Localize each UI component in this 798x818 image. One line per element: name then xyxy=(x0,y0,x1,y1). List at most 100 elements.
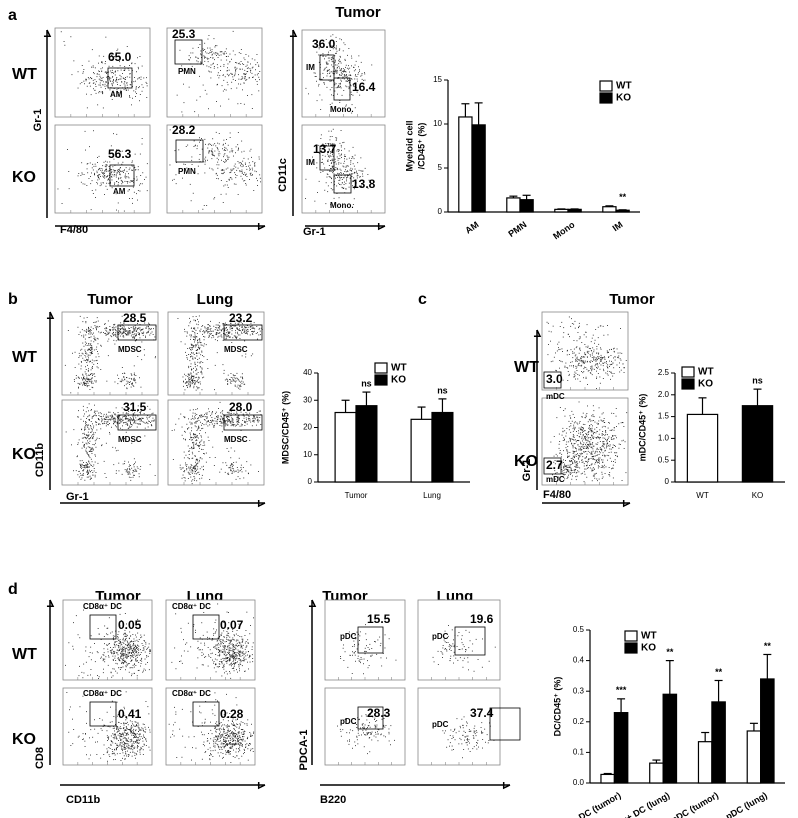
flow-dot xyxy=(241,469,242,470)
flow-dot xyxy=(241,61,242,62)
flow-dot xyxy=(193,193,194,194)
flow-dot xyxy=(131,477,132,478)
flow-dot xyxy=(188,472,189,473)
flow-dot xyxy=(216,101,217,102)
flow-dot xyxy=(203,445,204,446)
flow-dot xyxy=(259,79,260,80)
flow-dot xyxy=(212,55,213,56)
flow-dot xyxy=(607,366,608,367)
flow-dot xyxy=(146,328,147,329)
flow-dot xyxy=(236,62,237,63)
flow-dot xyxy=(93,328,94,329)
flow-dot xyxy=(185,478,186,479)
flow-dot xyxy=(106,422,107,423)
flow-dot xyxy=(106,72,107,73)
flow-dot xyxy=(331,178,332,179)
flow-dot xyxy=(78,357,79,358)
flow-dot xyxy=(100,83,101,84)
flow-dot xyxy=(226,336,227,337)
axis-label: CD11c xyxy=(277,158,289,192)
flow-dot xyxy=(219,155,220,156)
flow-dot xyxy=(92,347,93,348)
flow-dot xyxy=(247,421,248,422)
flow-dot xyxy=(577,370,578,371)
flow-dot xyxy=(241,176,242,177)
flow-dot xyxy=(207,59,208,60)
flow-dot xyxy=(193,378,194,379)
flow-dot xyxy=(113,133,114,134)
flow-dot xyxy=(93,88,94,89)
flow-dot xyxy=(567,446,568,447)
flow-dot xyxy=(231,88,232,89)
flow-dot xyxy=(232,337,233,338)
flow-dot xyxy=(233,169,234,170)
flow-dot xyxy=(598,421,599,422)
flow-dot xyxy=(611,364,612,365)
flow-dot xyxy=(106,327,107,328)
flow-dot xyxy=(579,349,580,350)
flow-dot xyxy=(85,450,86,451)
flow-dot xyxy=(588,351,589,352)
flow-dot xyxy=(567,478,568,479)
flow-dot xyxy=(197,328,198,329)
flow-dot xyxy=(95,413,96,414)
flow-dot xyxy=(101,168,102,169)
flow-dot xyxy=(188,457,189,458)
flow-dot xyxy=(594,474,595,475)
flow-dot xyxy=(136,180,137,181)
flow-dot xyxy=(198,472,199,473)
flow-dot xyxy=(213,326,214,327)
flow-dot xyxy=(88,368,89,369)
flow-dot xyxy=(123,422,124,423)
flow-dot xyxy=(86,185,87,186)
flow-dot xyxy=(91,369,92,370)
flow-dot xyxy=(575,359,576,360)
flow-dot xyxy=(239,163,240,164)
flow-dot xyxy=(206,418,207,419)
flow-dot xyxy=(612,363,613,364)
flow-dot xyxy=(235,332,236,333)
flow-dot xyxy=(195,437,196,438)
flow-dot xyxy=(592,454,593,455)
flow-dot xyxy=(87,464,88,465)
flow-dot xyxy=(99,438,100,439)
flow-dot xyxy=(212,149,213,150)
flow-dot xyxy=(257,412,258,413)
flow-dot xyxy=(238,469,239,470)
flow-dot xyxy=(620,444,621,445)
flow-dot xyxy=(351,78,352,79)
flow-dot xyxy=(552,361,553,362)
flow-dot xyxy=(585,436,586,437)
flow-dot xyxy=(138,332,139,333)
flow-dot xyxy=(612,376,613,377)
flow-dot xyxy=(239,63,240,64)
flow-dot xyxy=(190,385,191,386)
flow-dot xyxy=(183,467,184,468)
flow-dot xyxy=(108,171,109,172)
flow-dot xyxy=(250,420,251,421)
flow-dot xyxy=(106,335,107,336)
flow-dot xyxy=(88,378,89,379)
flow-dot xyxy=(204,333,205,334)
flow-dot xyxy=(575,448,576,449)
flow-dot xyxy=(577,357,578,358)
flow-dot xyxy=(90,447,91,448)
flow-dot xyxy=(135,327,136,328)
flow-dot xyxy=(101,172,102,173)
flow-dot xyxy=(224,373,225,374)
flow-dot xyxy=(322,56,323,57)
flow-dot xyxy=(95,476,96,477)
flow-dot xyxy=(352,174,353,175)
flow-dot xyxy=(200,444,201,445)
flow-dot xyxy=(237,424,238,425)
flow-dot xyxy=(185,432,186,433)
flow-dot xyxy=(100,345,101,346)
flow-dot xyxy=(241,171,242,172)
flow-dot xyxy=(92,461,93,462)
flow-dot xyxy=(330,76,331,77)
flow-dot xyxy=(614,438,615,439)
flow-dot xyxy=(257,332,258,333)
flow-dot xyxy=(558,349,559,350)
flow-dot xyxy=(88,425,89,426)
axis-label: CD11b xyxy=(34,443,46,478)
